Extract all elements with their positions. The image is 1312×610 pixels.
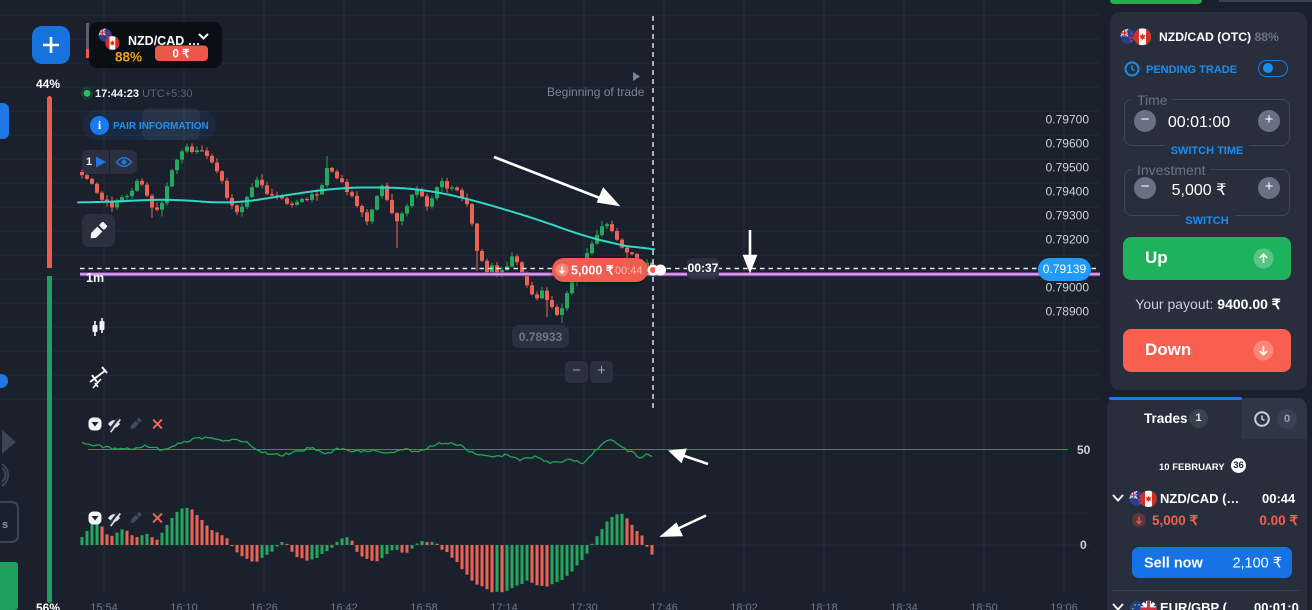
svg-text:0.79000: 0.79000 <box>1046 281 1090 295</box>
svg-text:0.79400: 0.79400 <box>1046 185 1090 199</box>
svg-text:0.00 ₹: 0.00 ₹ <box>1259 513 1298 528</box>
svg-text:00:44: 00:44 <box>615 265 643 277</box>
svg-text:88%: 88% <box>115 50 142 65</box>
svg-text:17:46: 17:46 <box>650 602 678 610</box>
svg-text:Beginning of trade: Beginning of trade <box>547 85 645 99</box>
svg-text:0.78900: 0.78900 <box>1046 305 1090 319</box>
svg-text:0.79300: 0.79300 <box>1046 209 1090 223</box>
svg-text:18:18: 18:18 <box>810 602 838 610</box>
svg-text:18:02: 18:02 <box>730 602 758 610</box>
svg-text:17:30: 17:30 <box>570 602 598 610</box>
svg-text:16:58: 16:58 <box>410 602 438 610</box>
svg-text:NZD/CAD …: NZD/CAD … <box>128 34 200 48</box>
svg-text:5,000 ₹: 5,000 ₹ <box>571 264 614 278</box>
svg-text:50: 50 <box>1077 443 1091 457</box>
svg-text:17:14: 17:14 <box>490 602 518 610</box>
svg-text:s: s <box>2 519 8 531</box>
svg-text:Sell now: Sell now <box>1144 556 1204 572</box>
svg-text:18:34: 18:34 <box>890 602 918 610</box>
svg-text:Your payout: 9400.00 ₹: Your payout: 9400.00 ₹ <box>1135 296 1280 312</box>
svg-text:19:06: 19:06 <box>1050 602 1078 610</box>
svg-text:5,000 ₹: 5,000 ₹ <box>1152 513 1199 528</box>
svg-text:0: 0 <box>1080 538 1087 552</box>
svg-text:15:54: 15:54 <box>90 602 118 610</box>
svg-text:0.79500: 0.79500 <box>1046 161 1090 175</box>
svg-text:0.79700: 0.79700 <box>1046 113 1090 127</box>
svg-text:18:50: 18:50 <box>970 602 998 610</box>
svg-text:16:26: 16:26 <box>250 602 278 610</box>
svg-text:16:42: 16:42 <box>330 602 358 610</box>
svg-text:0.79600: 0.79600 <box>1046 137 1090 151</box>
svg-text:0 ₹: 0 ₹ <box>173 49 191 61</box>
svg-text:0.79200: 0.79200 <box>1046 233 1090 247</box>
svg-text:0.78933: 0.78933 <box>519 330 563 344</box>
svg-text:2,100 ₹: 2,100 ₹ <box>1232 556 1282 572</box>
svg-text:5,000 ₹: 5,000 ₹ <box>1172 182 1227 199</box>
svg-text:16:10: 16:10 <box>170 602 198 610</box>
